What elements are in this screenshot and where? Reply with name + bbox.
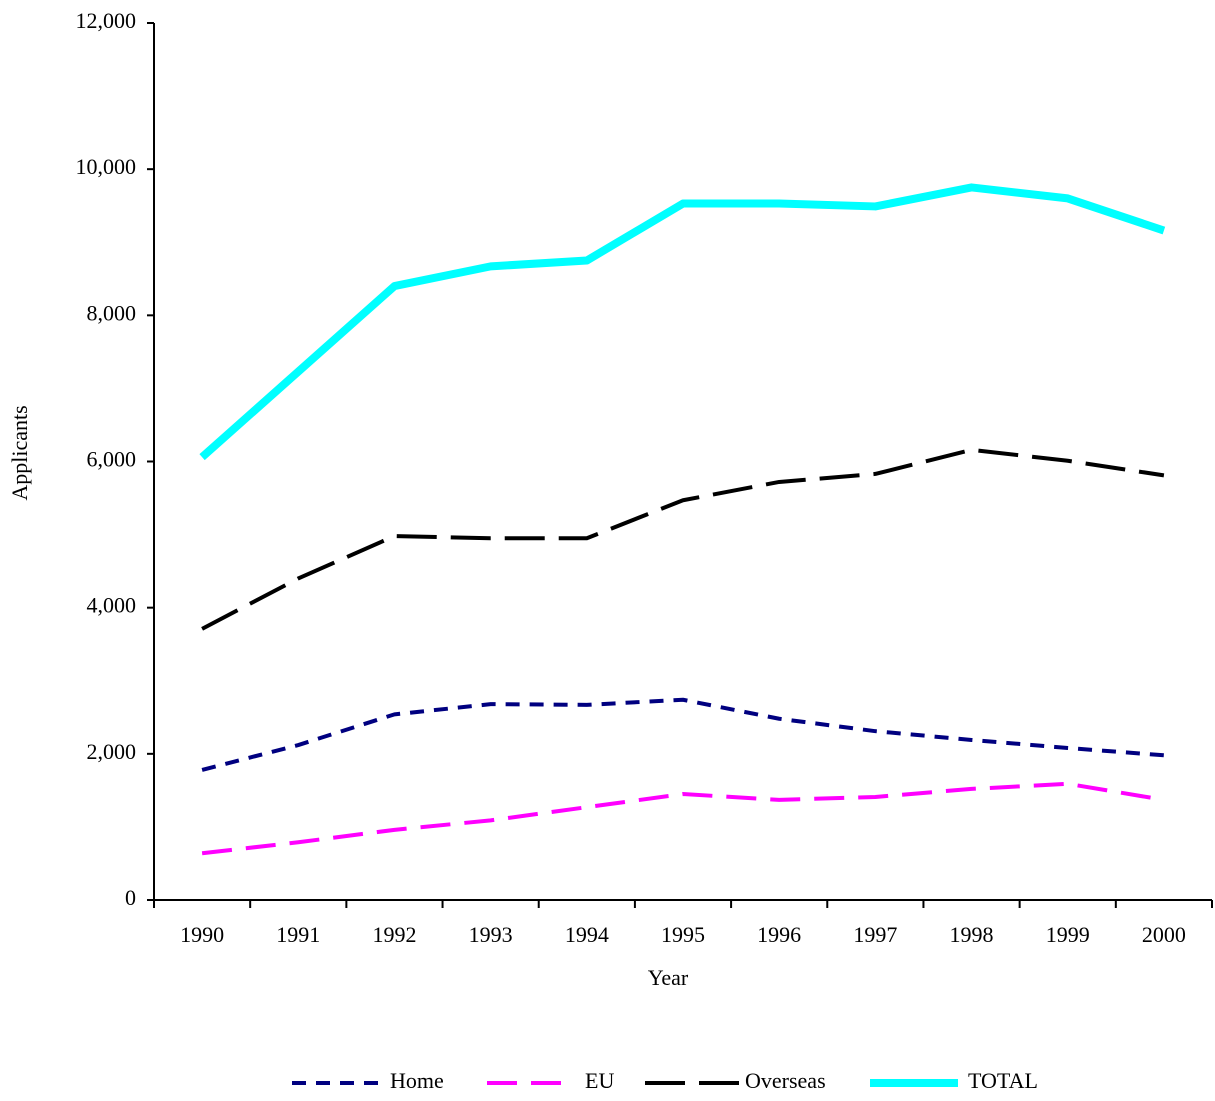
y-tick-label: 10,000 [76,154,137,179]
x-tick-label: 1991 [276,922,320,947]
x-tick-label: 1995 [661,922,705,947]
legend-label: TOTAL [968,1068,1038,1093]
x-tick-label: 1997 [853,922,897,947]
series-line [199,183,1166,461]
y-tick-label: 8,000 [87,300,137,325]
x-tick-label: 1999 [1046,922,1090,947]
x-tick-label: 1992 [372,922,416,947]
legend-label: EU [585,1068,614,1093]
x-tick-label: 1993 [469,922,513,947]
y-tick-label: 2,000 [87,739,137,764]
y-tick-label: 0 [125,885,136,910]
y-tick-label: 12,000 [76,8,137,33]
series-line [201,697,1165,772]
legend-label: Overseas [745,1068,826,1093]
legend-label: Home [390,1068,444,1093]
series-line [201,781,1165,856]
x-tick-label: 1994 [565,922,609,947]
y-axis-title: Applicants [7,405,32,500]
series-line [201,447,1165,631]
x-tick-label: 2000 [1142,922,1186,947]
y-tick-label: 4,000 [87,593,137,618]
x-axis-title: Year [648,965,689,990]
y-tick-label: 6,000 [87,447,137,472]
x-tick-label: 1998 [950,922,994,947]
x-tick-label: 1990 [180,922,224,947]
x-tick-label: 1996 [757,922,801,947]
